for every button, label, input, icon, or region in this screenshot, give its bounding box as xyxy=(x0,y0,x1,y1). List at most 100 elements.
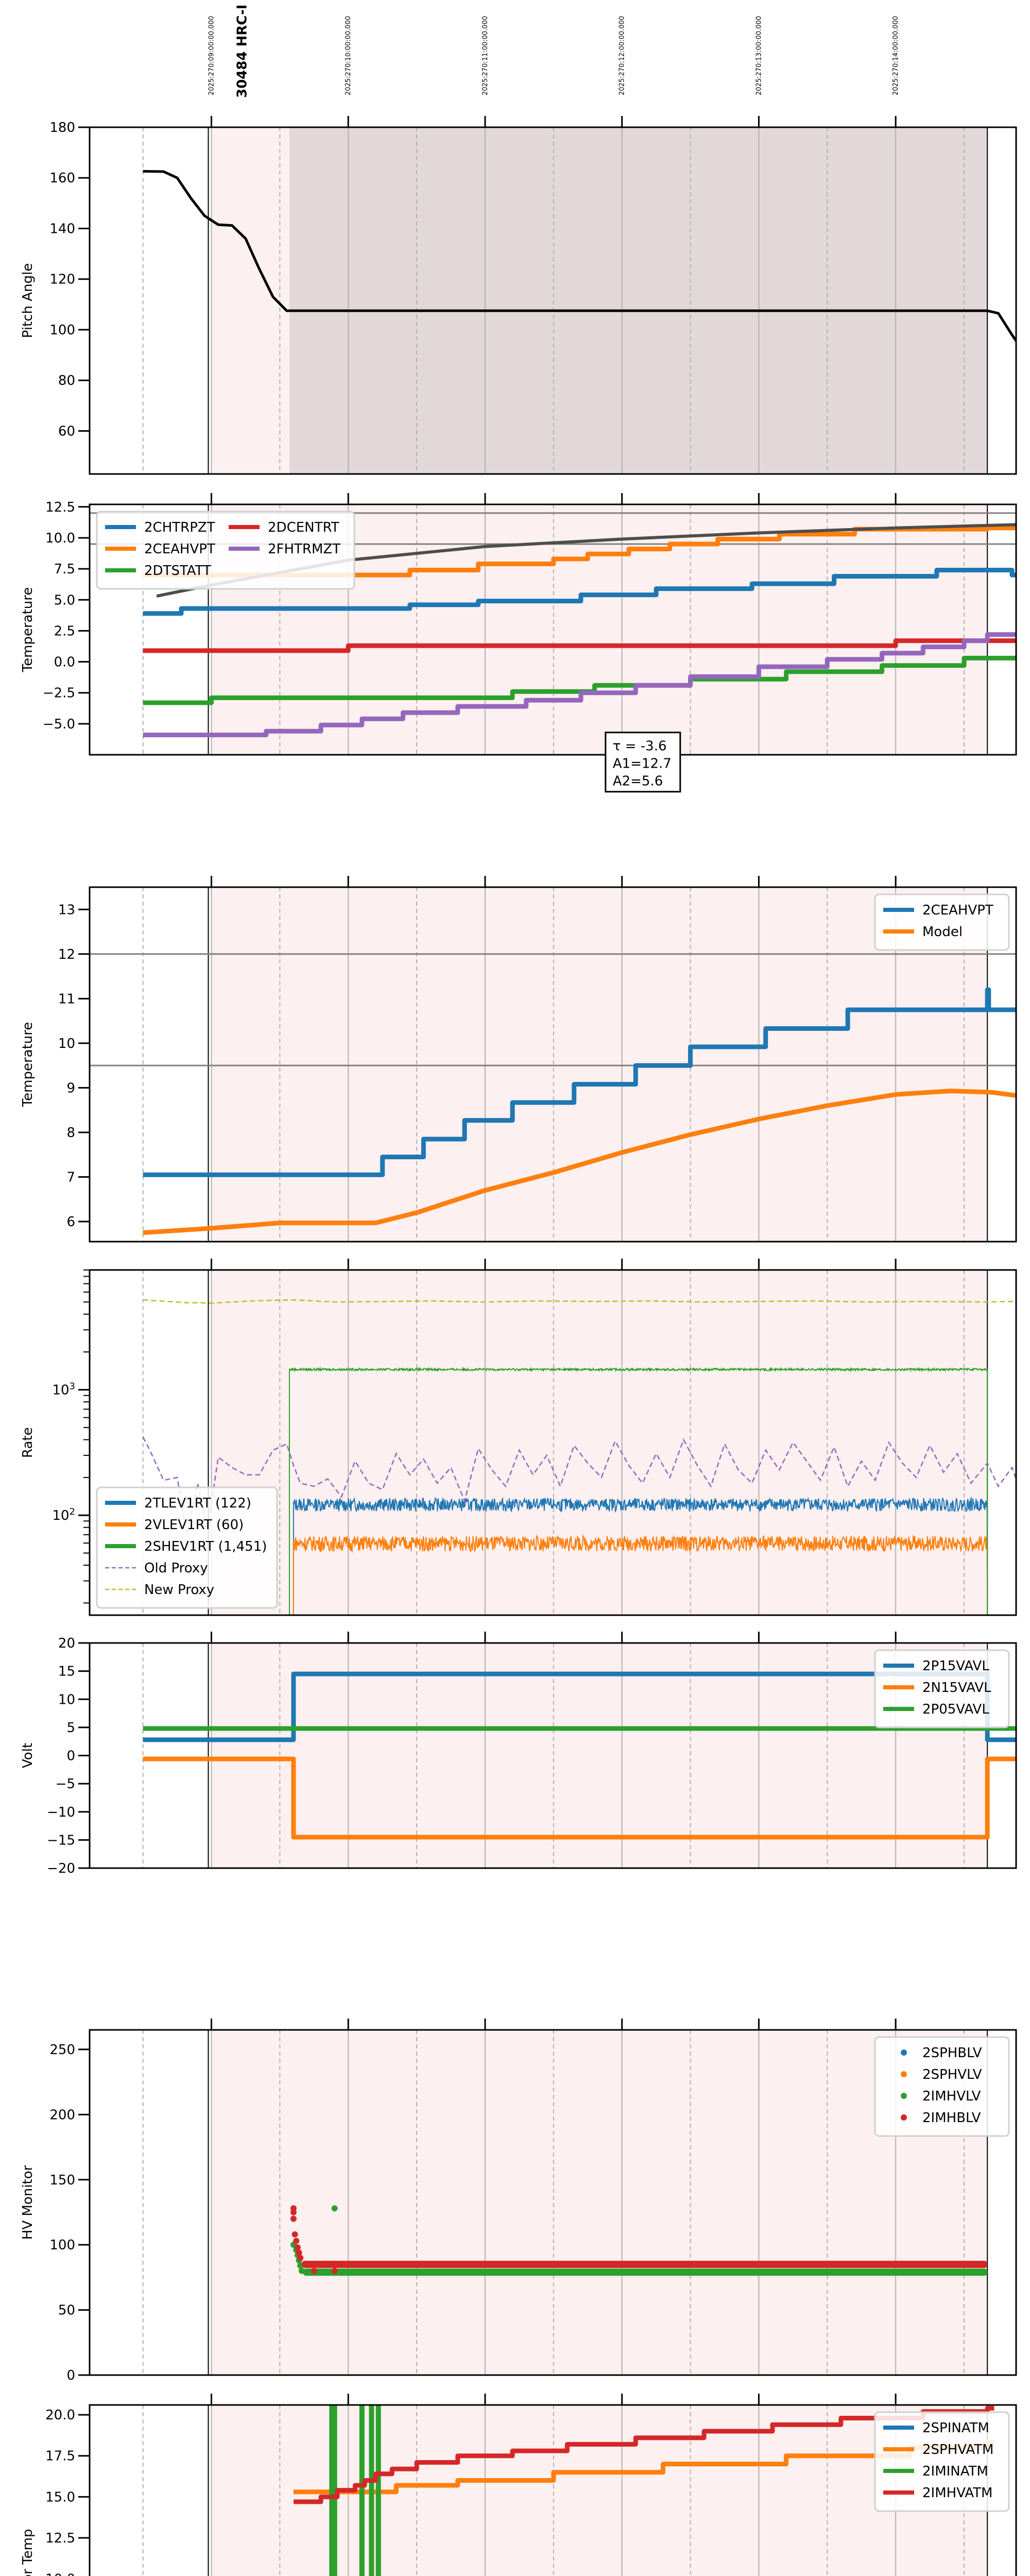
legend-label: 2P05VAVL xyxy=(922,1702,989,1717)
series-2ceahvpt xyxy=(143,987,1016,1177)
series-line xyxy=(143,170,1016,344)
observation-shade xyxy=(211,2030,988,2375)
y-tick-label: 2.5 xyxy=(54,623,75,639)
y-tick-label: 120 xyxy=(49,272,75,287)
legend-marker xyxy=(901,2071,907,2077)
axes-frame xyxy=(89,886,1017,1243)
top-datetime-label: 2025:270:13:00:00.000 xyxy=(755,16,763,95)
series-2imhvatm xyxy=(293,2405,994,2504)
y-tick-label: 11 xyxy=(58,991,75,1007)
top-datetime-labels: 2025:270:09:00:00.000 2025:270:10:00:00.0… xyxy=(208,16,900,95)
step-line xyxy=(143,1756,1016,1840)
y-axis-label: Detector Temp xyxy=(20,2529,36,2576)
y-tick-label: 60 xyxy=(58,423,75,439)
y-tick-label: 200 xyxy=(49,2107,75,2123)
panel-detector_temp: 0.02.55.07.510.012.515.017.520.0Detector… xyxy=(20,2394,1017,2576)
panel-temperature: −5.0 −2.5 0.0 2.5 5.0 7.5 10.0 12.5 Temperature τ… xyxy=(20,493,1017,793)
series-2imhblv xyxy=(290,2205,988,2274)
y-axis-label: Pitch Angle xyxy=(20,263,36,338)
y-tick-label: 17.5 xyxy=(45,2449,75,2464)
plot-area xyxy=(142,1643,1016,1868)
axes-frame xyxy=(89,503,1017,756)
y-tick-label: −5 xyxy=(56,1776,75,1792)
legend-label: 2P15VAVL xyxy=(922,1658,989,1674)
y-tick-label: 102 xyxy=(52,1506,75,1523)
data-point xyxy=(296,2249,302,2256)
legend-label: 2IMINATM xyxy=(922,2464,988,2479)
obsid-label: 30484 HRC-I xyxy=(235,5,250,98)
panel-temperature_model: 6 7 8 9 10 11 12 13 Temperature 2CEAHVPT Model xyxy=(20,876,1017,1243)
y-tick-label: 0 xyxy=(66,2368,75,2383)
plot-area xyxy=(142,127,1016,474)
dark-shade xyxy=(289,127,988,474)
y-tick-label: 100 xyxy=(49,323,75,338)
fit-annotation-text: τ = -3.6 xyxy=(613,739,667,754)
y-tick-label: 6 xyxy=(66,1214,75,1230)
data-point xyxy=(294,2244,301,2251)
legend-label: 2IMHVATM xyxy=(922,2485,992,2501)
y-tick-label: 12 xyxy=(58,947,75,962)
axes-frame xyxy=(89,126,1017,475)
y-tick-label: 250 xyxy=(49,2042,75,2058)
legend: 2SPINATM 2SPHVATM 2IMINATM 2IMHVATM xyxy=(874,2411,1010,2512)
legend: 2P15VAVL 2N15VAVL 2P05VAVL xyxy=(874,1649,1010,1728)
y-tick-label: 15 xyxy=(58,1664,75,1680)
y-axis-label: Rate xyxy=(20,1427,36,1458)
y-tick-label: 15.0 xyxy=(45,2489,75,2505)
legend-box xyxy=(874,2036,1010,2137)
legend-label: Old Proxy xyxy=(144,1561,208,1576)
y-tick-label: 20 xyxy=(58,1636,75,1651)
panel-pitch: 60 80 100 120 140 160 180 Pitch Angle xyxy=(20,116,1017,475)
step-line xyxy=(143,655,1016,705)
legend-box xyxy=(96,1486,278,1609)
data-point xyxy=(290,2209,297,2215)
y-axis-label: Volt xyxy=(20,1743,36,1768)
plateau-points xyxy=(303,2268,988,2276)
series-line xyxy=(143,1088,1016,1235)
data-point xyxy=(291,2231,298,2238)
y-tick-label: 80 xyxy=(58,373,75,388)
series-pitch xyxy=(143,170,1016,344)
y-tick-label: 12.5 xyxy=(45,500,75,515)
y-tick-label: 5.0 xyxy=(54,592,75,608)
legend-label: 2TLEV1RT (122) xyxy=(144,1496,251,1511)
series-line xyxy=(142,1436,1016,1535)
plot-area xyxy=(142,2030,988,2375)
data-point xyxy=(331,2205,338,2212)
data-point xyxy=(311,2267,317,2274)
y-tick-label: 7.5 xyxy=(54,562,75,577)
y-tick-label: 10 xyxy=(58,1692,75,1707)
legend-label: 2SPHVLV xyxy=(922,2067,982,2082)
step-line xyxy=(143,526,1016,578)
y-tick-label: 13 xyxy=(58,902,75,918)
legend-marker xyxy=(901,2114,907,2121)
observation-shade xyxy=(211,887,988,1242)
legend-label: 2N15VAVL xyxy=(922,1680,991,1696)
y-axis-label: Temperature xyxy=(20,587,36,673)
step-line xyxy=(143,987,1016,1177)
series-2iminatm xyxy=(329,2405,381,2576)
top-datetime-label: 2025:270:10:00:00.000 xyxy=(345,16,352,95)
axes-frame xyxy=(89,2404,1017,2576)
data-point xyxy=(293,2238,300,2244)
y-tick-label: −10 xyxy=(47,1805,75,1820)
plot-area xyxy=(142,1270,1016,1615)
series-2chtrpzt xyxy=(143,568,1016,616)
fit-annotation-text: A1=12.7 xyxy=(613,756,672,772)
y-tick-label: 0 xyxy=(66,1749,75,1764)
top-datetime-label: 2025:270:12:00:00.000 xyxy=(619,16,626,95)
axes-frame xyxy=(89,1269,1017,1616)
step-line xyxy=(143,568,1016,616)
legend-label: Model xyxy=(922,924,963,940)
rate-trace xyxy=(293,1534,988,1615)
panel-volt: −20−15−10−505101520Volt2P15VAVL2N15VAVL2… xyxy=(20,1632,1017,1876)
top-datetime-label: 2025:270:11:00:00.000 xyxy=(482,16,489,95)
y-tick-label: 10.0 xyxy=(45,531,75,546)
y-tick-label: 100 xyxy=(49,2238,75,2253)
y-tick-label: 7 xyxy=(66,1170,75,1185)
legend-label: 2CEAHVPT xyxy=(144,541,215,557)
observation-shade xyxy=(211,1270,988,1615)
fit-annotation-text: A2=5.6 xyxy=(613,774,663,789)
